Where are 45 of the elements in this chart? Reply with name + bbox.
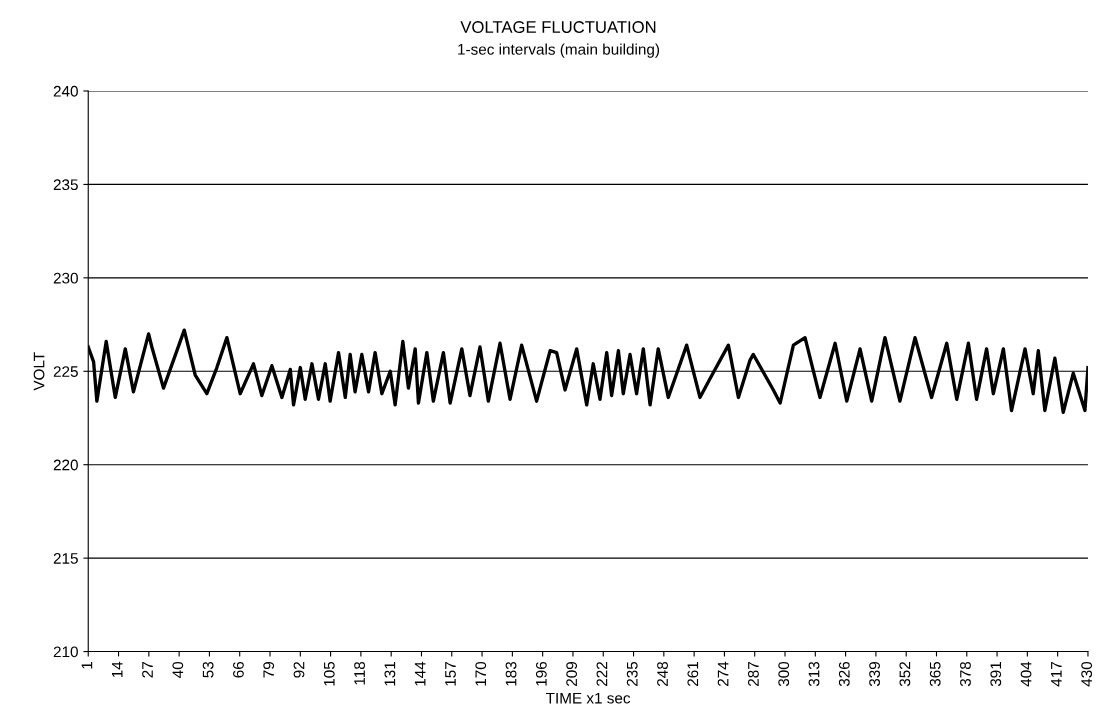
x-tick-label: 183 bbox=[505, 661, 517, 686]
x-tick-label: 391 bbox=[990, 662, 1002, 687]
chart-subtitle: 1-sec intervals (main building) bbox=[458, 43, 660, 58]
y-tick-label: 215 bbox=[53, 553, 78, 564]
chart-title: VOLTAGE FLUCTUATION bbox=[460, 21, 656, 33]
x-tick-label: 235 bbox=[626, 661, 638, 686]
x-tick-label: 79 bbox=[263, 662, 275, 678]
x-tick-label: 27 bbox=[142, 662, 153, 678]
x-tick-label: 14 bbox=[111, 661, 123, 678]
x-tick-label: 430 bbox=[1081, 661, 1093, 687]
x-tick-label: 53 bbox=[202, 661, 214, 678]
x-tick-label: 1 bbox=[81, 662, 93, 669]
x-tick-label: 248 bbox=[657, 661, 668, 686]
y-tick-label: 230 bbox=[53, 272, 78, 284]
x-tick-label: 365 bbox=[929, 661, 941, 687]
y-tick-label: 210 bbox=[53, 646, 78, 658]
x-tick-label: 222 bbox=[596, 662, 608, 686]
x-tick-label: 209 bbox=[566, 662, 578, 686]
y-axis-title: VOLT bbox=[33, 352, 45, 391]
x-tick-label: 339 bbox=[869, 662, 880, 687]
x-tick-label: 131 bbox=[384, 662, 396, 686]
x-tick-label: 66 bbox=[233, 661, 244, 678]
y-tick-label: 225 bbox=[53, 366, 78, 377]
x-tick-label: 92 bbox=[293, 662, 305, 678]
x-tick-label: 144 bbox=[414, 661, 426, 686]
y-tick-label: 220 bbox=[53, 459, 78, 471]
x-tick-label: 196 bbox=[535, 661, 547, 686]
x-tick-label: 378 bbox=[960, 661, 971, 687]
x-tick-label: 170 bbox=[475, 661, 487, 686]
y-tick-label: 240 bbox=[53, 85, 78, 97]
x-tick-label: 118 bbox=[354, 661, 365, 685]
x-tick-label: 287 bbox=[748, 662, 759, 686]
y-tick-label: 235 bbox=[53, 179, 78, 191]
x-tick-label: 274 bbox=[717, 661, 729, 686]
x-tick-label: 352 bbox=[899, 662, 911, 687]
x-tick-label: 417 bbox=[1051, 662, 1062, 687]
x-tick-label: 157 bbox=[445, 662, 456, 686]
x-tick-label: 404 bbox=[1020, 661, 1032, 687]
x-tick-label: 261 bbox=[687, 662, 699, 686]
x-tick-label: 40 bbox=[172, 661, 184, 678]
x-axis-title: TIME x1 sec bbox=[546, 692, 631, 704]
x-tick-label: 326 bbox=[838, 661, 850, 687]
x-tick-label: 105 bbox=[323, 661, 335, 686]
x-tick-label: 313 bbox=[808, 661, 820, 687]
x-tick-label: 300 bbox=[778, 661, 790, 687]
